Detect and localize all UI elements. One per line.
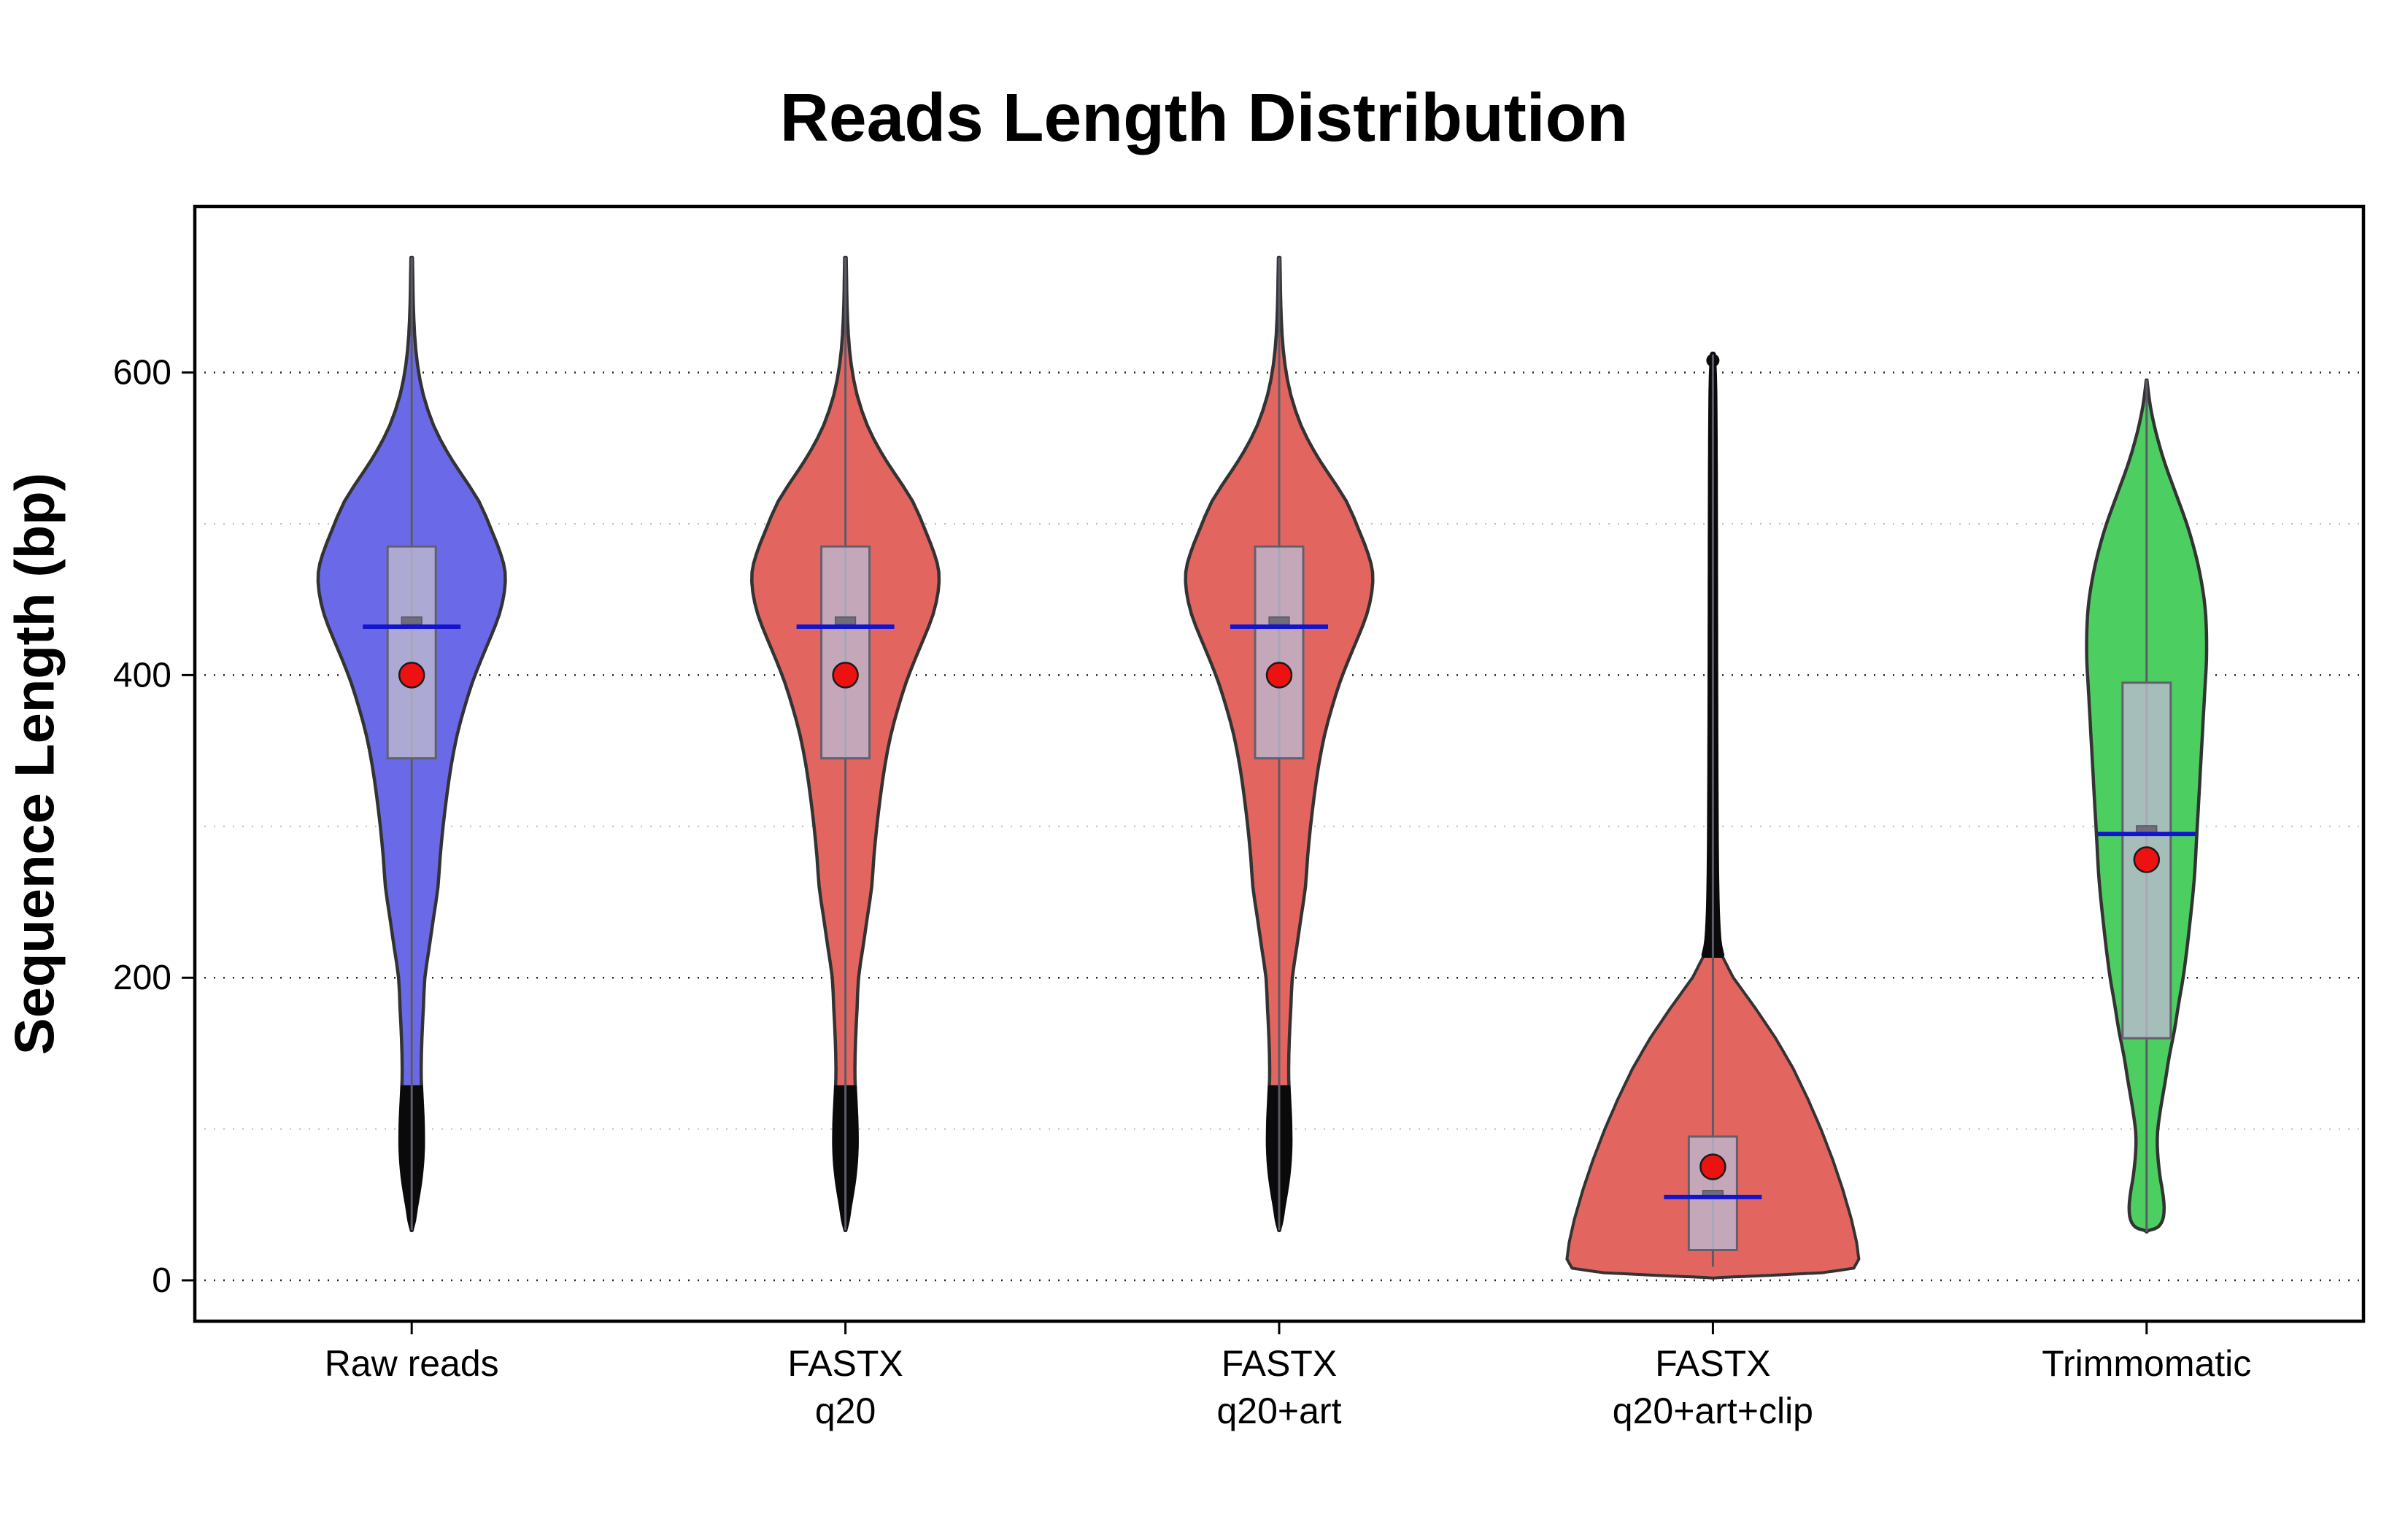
- svg-text:q20+art+clip: q20+art+clip: [1613, 1390, 1813, 1431]
- svg-text:200: 200: [113, 959, 171, 997]
- svg-text:Raw reads: Raw reads: [325, 1343, 499, 1384]
- svg-text:600: 600: [113, 354, 171, 392]
- svg-text:0: 0: [152, 1261, 171, 1300]
- svg-text:400: 400: [113, 656, 171, 695]
- svg-text:FASTX: FASTX: [1655, 1343, 1770, 1384]
- svg-text:Trimmomatic: Trimmomatic: [2042, 1343, 2251, 1384]
- svg-text:FASTX: FASTX: [787, 1343, 903, 1384]
- svg-text:q20: q20: [815, 1390, 876, 1431]
- svg-text:FASTX: FASTX: [1222, 1343, 1337, 1384]
- svg-text:q20+art: q20+art: [1217, 1390, 1342, 1431]
